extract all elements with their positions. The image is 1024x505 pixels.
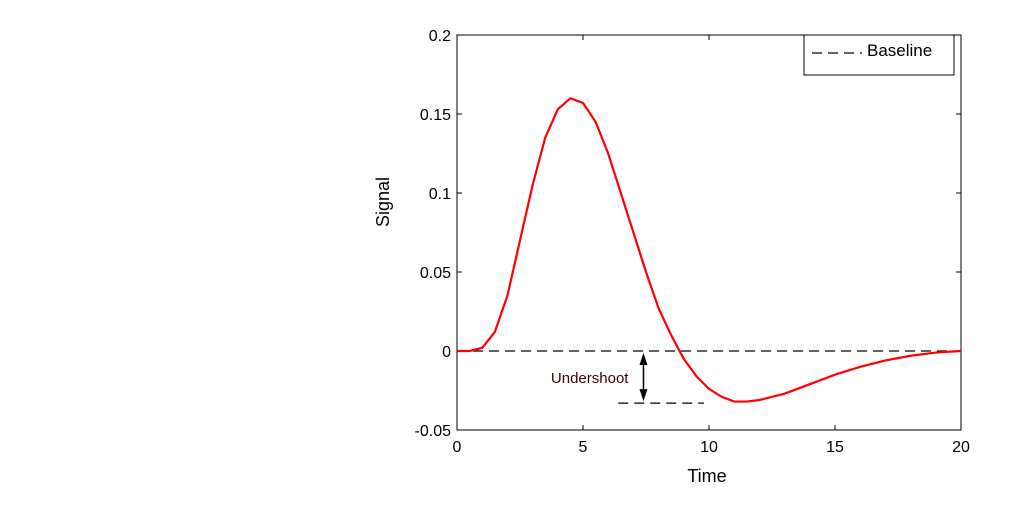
y-tick-label: 0.15 [420,107,451,124]
legend-box [803,34,955,76]
undershoot-label: Undershoot [551,370,629,387]
x-tick-label: 20 [952,439,970,456]
y-tick-label: -0.05 [415,423,452,440]
y-tick-label: 0.05 [420,265,451,282]
arrow-head-down [639,389,648,402]
x-tick-label: 15 [826,439,844,456]
undershoot-arrow [639,353,648,402]
legend: Baseline [803,34,955,76]
arrow-head-up [639,353,648,365]
x-tick-label: 10 [700,439,718,456]
y-tick-label: 0 [442,344,451,361]
y-tick-label: 0.1 [429,186,451,203]
plot-area [456,34,962,431]
y-tick-label: 0.2 [429,28,451,45]
y-axis-label: Signal [373,177,393,227]
x-tick-label: 0 [453,439,462,456]
x-tick-label: 5 [579,439,588,456]
legend-label-baseline: Baseline [867,41,932,60]
x-axis-label: Time [687,466,726,486]
series-line [457,96,962,403]
